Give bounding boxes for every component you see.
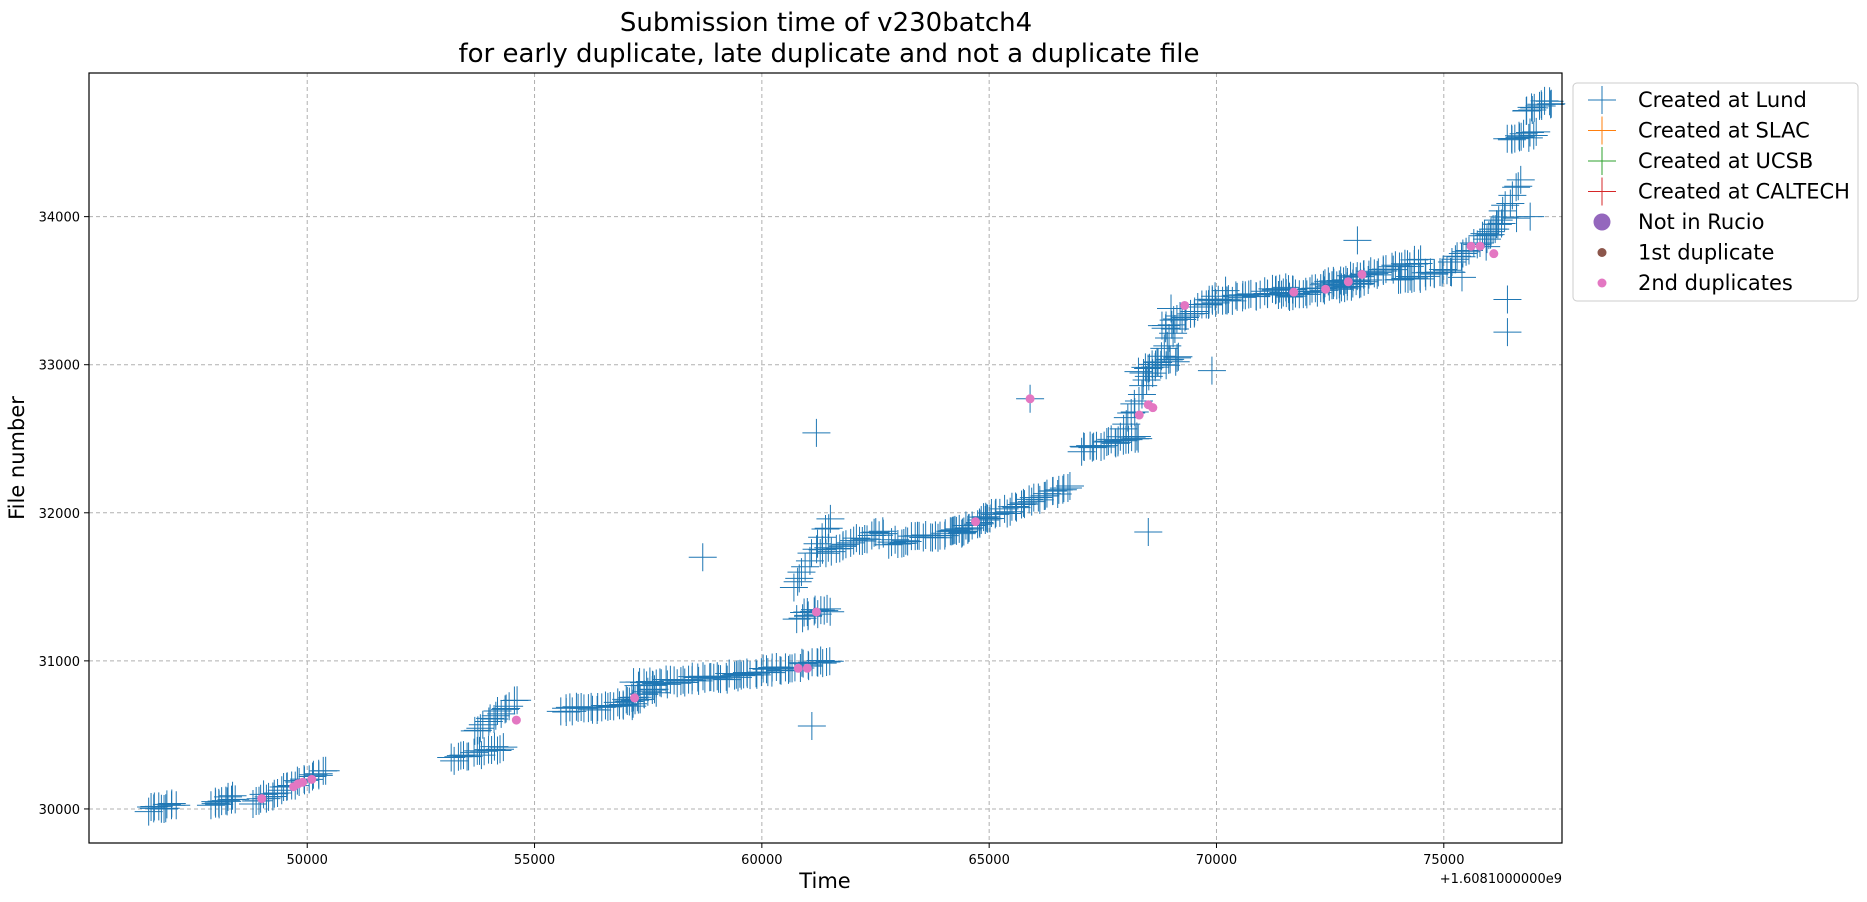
duplicate-point — [802, 663, 812, 673]
series-2nd-duplicates — [257, 241, 1499, 804]
legend-label: 2nd duplicates — [1638, 271, 1793, 295]
x-tick-label: 75000 — [1423, 853, 1464, 868]
legend-box — [1572, 82, 1859, 302]
lund-cluster — [1493, 117, 1551, 154]
duplicate-point — [630, 693, 640, 703]
legend-item: Created at Lund — [1588, 86, 1807, 114]
legend-item: Not in Rucio — [1593, 210, 1764, 234]
lund-point — [1516, 202, 1545, 231]
legend-item: Created at CALTECH — [1588, 177, 1850, 206]
duplicate-point — [1321, 284, 1331, 294]
lund-point — [688, 543, 717, 572]
lund-cluster — [134, 789, 191, 826]
duplicate-point — [257, 794, 267, 804]
duplicate-point — [511, 715, 521, 725]
lund-point — [1134, 518, 1163, 547]
legend-item: 1st duplicate — [1597, 241, 1774, 265]
lund-cluster — [1104, 315, 1189, 455]
lund-cluster — [619, 659, 754, 700]
duplicate-point — [1025, 394, 1035, 404]
duplicate-point — [1489, 249, 1499, 259]
y-tick-label: 31000 — [39, 655, 80, 670]
legend-item: Created at SLAC — [1588, 116, 1810, 145]
legend: Created at Lund Created at SLAC Created at… — [1572, 82, 1859, 302]
lund-cluster — [460, 686, 532, 745]
duplicate-point — [793, 663, 803, 673]
lund-point — [797, 712, 826, 741]
legend-label: Created at CALTECH — [1638, 180, 1850, 204]
lund-cluster — [722, 646, 844, 692]
duplicate-point — [1180, 300, 1190, 310]
x-axis: 50000 55000 60000 65000 70000 75000 — [287, 843, 1464, 868]
lund-point — [1343, 226, 1372, 255]
duplicate-point — [971, 517, 981, 527]
lund-point — [1157, 294, 1186, 323]
chart-title: Submission time of v230batch4 — [620, 8, 1032, 38]
x-tick-label: 70000 — [1196, 853, 1237, 868]
duplicate-point — [298, 777, 308, 787]
lund-cluster — [1512, 86, 1566, 126]
y-axis: 30000 31000 32000 33000 34000 — [39, 211, 89, 818]
legend-label: Created at Lund — [1638, 88, 1807, 112]
y-tick-label: 30000 — [39, 803, 80, 818]
duplicate-point — [307, 774, 317, 784]
y-tick-label: 33000 — [39, 359, 80, 374]
lund-point — [1197, 356, 1226, 385]
duplicate-point — [1466, 241, 1476, 251]
legend-label: 1st duplicate — [1638, 241, 1774, 265]
lund-point — [1502, 204, 1531, 233]
y-axis-label: File number — [5, 396, 29, 520]
lund-point — [802, 418, 831, 447]
lund-cluster — [965, 471, 1084, 537]
lund-cluster — [1124, 342, 1193, 388]
series-created-at-lund — [134, 86, 1566, 826]
x-tick-label: 65000 — [968, 853, 1009, 868]
legend-label: Created at UCSB — [1638, 149, 1813, 173]
duplicate-point — [1148, 403, 1158, 413]
lund-cluster — [196, 781, 250, 820]
duplicate-point — [811, 607, 821, 617]
chart-subtitle: for early duplicate, late duplicate and … — [458, 39, 1199, 69]
x-axis-label: Time — [798, 869, 850, 893]
lund-point — [1493, 285, 1522, 314]
lund-point — [1211, 276, 1240, 305]
legend-label: Not in Rucio — [1638, 210, 1764, 234]
x-tick-label: 55000 — [514, 853, 555, 868]
duplicate-point — [1357, 269, 1367, 279]
lund-cluster — [806, 517, 898, 568]
legend-item: Created at UCSB — [1588, 147, 1813, 175]
x-tick-label: 50000 — [287, 853, 328, 868]
lund-cluster — [437, 732, 518, 775]
lund-point — [1493, 318, 1522, 347]
plot-frame — [88, 72, 1563, 844]
legend-label: Created at SLAC — [1638, 119, 1810, 143]
duplicate-point — [1289, 287, 1299, 297]
gridlines — [89, 73, 1562, 843]
duplicate-point — [1134, 410, 1144, 420]
y-tick-label: 32000 — [39, 507, 80, 522]
legend-item: 2nd duplicates — [1597, 271, 1793, 295]
duplicate-point — [1343, 277, 1353, 287]
duplicate-point — [1475, 241, 1485, 251]
data-markers — [134, 86, 1566, 826]
x-tick-label: 60000 — [741, 853, 782, 868]
y-tick-label: 34000 — [39, 211, 80, 226]
lund-cluster — [1472, 165, 1535, 261]
x-axis-offset-label: +1.6081000000e9 — [1440, 872, 1562, 887]
lund-point — [1447, 263, 1476, 292]
lund-cluster — [1384, 255, 1466, 294]
